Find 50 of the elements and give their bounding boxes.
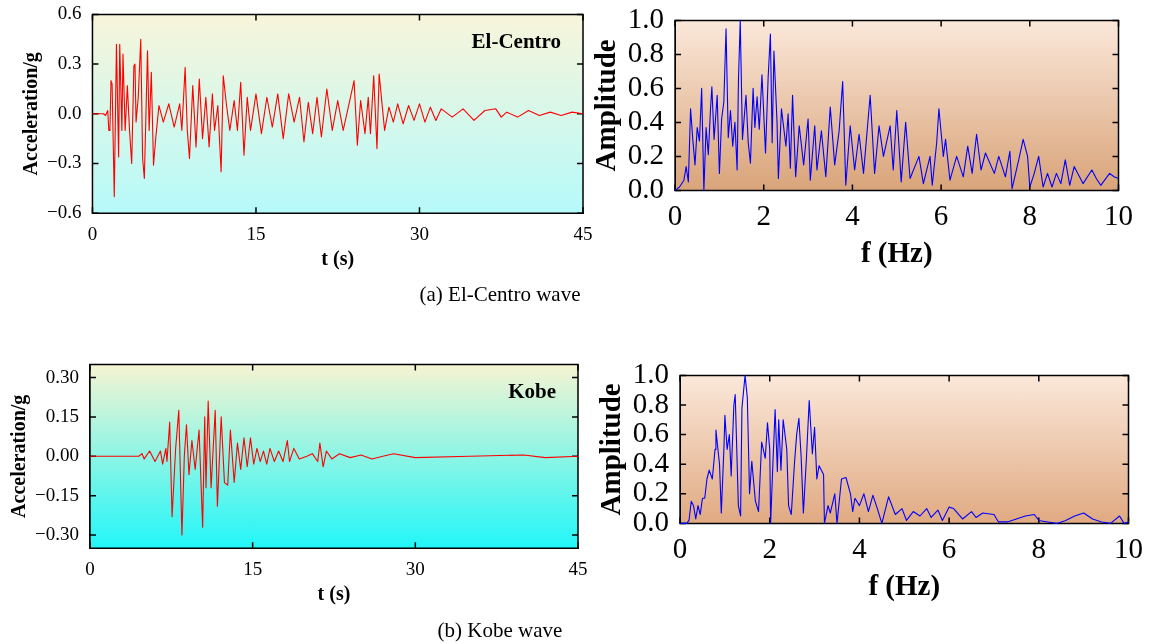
- text: (b) Kobe wave: [437, 618, 563, 643]
- x-tick-label: 15: [246, 222, 266, 244]
- x-tick-label: 10: [1114, 532, 1143, 565]
- y-tick-label: −0.30: [35, 523, 79, 545]
- x-tick-label: 45: [568, 557, 588, 579]
- y-axis-title: Amplitude: [593, 383, 626, 516]
- x-tick-label: 8: [1031, 532, 1047, 565]
- x-tick-label: 6: [941, 532, 957, 565]
- x-tick-label: 45: [573, 222, 593, 244]
- x-tick-label: 4: [852, 532, 868, 565]
- x-tick-label: 0: [667, 199, 683, 232]
- x-tick-label: 0: [672, 532, 688, 565]
- x-tick-label: 6: [933, 199, 949, 232]
- y-tick-label: 0.0: [632, 505, 670, 538]
- x-tick-label: 2: [762, 532, 777, 565]
- x-axis-title: f (Hz): [860, 236, 933, 270]
- y-tick-label: 0.6: [627, 70, 665, 103]
- y-axis-title: Acceleration/g: [7, 394, 31, 518]
- y-tick-label: 0.15: [45, 404, 79, 426]
- y-tick-label: 0.2: [627, 138, 665, 171]
- y-tick-label: 0.30: [45, 365, 79, 387]
- y-axis-title: Acceleration/g: [19, 52, 43, 176]
- x-axis-title: t (s): [321, 247, 355, 271]
- y-tick-label: 0.0: [57, 101, 82, 123]
- annotation: El-Centro: [471, 29, 561, 54]
- y-tick-label: 0.6: [57, 2, 82, 24]
- x-tick-label: 8: [1022, 199, 1038, 232]
- x-axis-title: f (Hz): [868, 569, 941, 603]
- y-tick-label: −0.15: [35, 483, 79, 505]
- x-tick-label: 2: [756, 199, 771, 232]
- x-tick-label: 0: [85, 557, 95, 579]
- y-tick-label: 0.00: [45, 444, 79, 466]
- x-tick-label: 0: [87, 222, 98, 244]
- y-tick-label: 0.8: [627, 36, 665, 69]
- x-tick-label: 30: [409, 222, 429, 244]
- x-axis-title: t (s): [317, 582, 351, 606]
- y-tick-label: 1.0: [627, 2, 665, 35]
- y-tick-label: 0.3: [57, 52, 82, 74]
- y-tick-label: 0.2: [632, 475, 670, 508]
- y-tick-label: 0.4: [627, 104, 665, 137]
- x-tick-label: 4: [845, 199, 861, 232]
- y-tick-label: −0.3: [47, 151, 82, 173]
- x-tick-label: 30: [405, 557, 425, 579]
- x-tick-label: 10: [1104, 199, 1133, 232]
- y-tick-label: −0.6: [47, 201, 82, 223]
- y-axis-title: Amplitude: [588, 39, 621, 172]
- text: (a) El-Centro wave: [419, 282, 581, 307]
- annotation: Kobe: [508, 379, 556, 404]
- y-tick-label: 0.0: [627, 172, 665, 205]
- x-tick-label: 15: [243, 557, 263, 579]
